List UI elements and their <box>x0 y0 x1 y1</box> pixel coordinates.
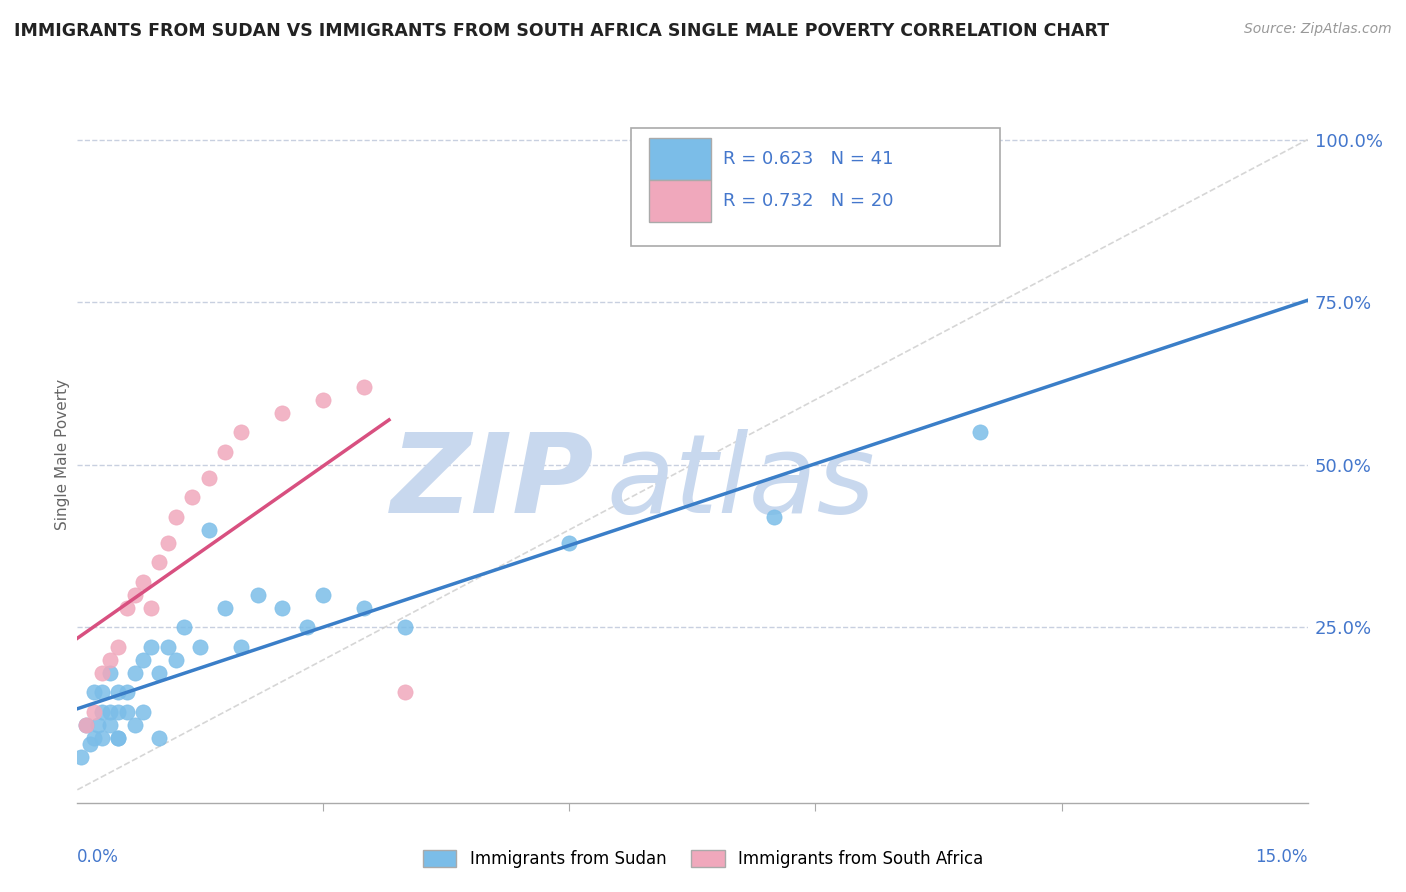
Point <box>246 588 269 602</box>
Point <box>83 705 105 719</box>
Legend: Immigrants from Sudan, Immigrants from South Africa: Immigrants from Sudan, Immigrants from S… <box>416 843 990 875</box>
Point <box>79 737 101 751</box>
Point <box>107 705 129 719</box>
Point <box>214 444 236 458</box>
Point <box>132 574 155 589</box>
Point <box>295 620 318 634</box>
FancyBboxPatch shape <box>631 128 1000 246</box>
Text: IMMIGRANTS FROM SUDAN VS IMMIGRANTS FROM SOUTH AFRICA SINGLE MALE POVERTY CORREL: IMMIGRANTS FROM SUDAN VS IMMIGRANTS FROM… <box>14 22 1109 40</box>
Point <box>165 653 187 667</box>
Point <box>271 406 294 420</box>
Text: Source: ZipAtlas.com: Source: ZipAtlas.com <box>1244 22 1392 37</box>
Point <box>141 600 163 615</box>
Point <box>271 600 294 615</box>
Point <box>107 731 129 745</box>
Point <box>353 379 375 393</box>
Point <box>141 640 163 654</box>
Point <box>98 653 121 667</box>
Point <box>132 705 155 719</box>
Point <box>197 471 219 485</box>
Point <box>763 509 786 524</box>
Point <box>558 535 581 549</box>
Point <box>90 705 114 719</box>
Point <box>90 685 114 699</box>
Point <box>394 620 416 634</box>
Text: 0.0%: 0.0% <box>77 848 120 866</box>
Point <box>197 523 219 537</box>
Point <box>124 718 146 732</box>
Point <box>969 425 991 439</box>
Point <box>148 555 170 569</box>
Point <box>148 665 170 680</box>
Point <box>75 718 97 732</box>
Point <box>107 731 129 745</box>
Point <box>394 685 416 699</box>
Text: R = 0.732   N = 20: R = 0.732 N = 20 <box>723 192 894 210</box>
Point <box>98 718 121 732</box>
Point <box>90 665 114 680</box>
Text: atlas: atlas <box>606 429 875 536</box>
Point <box>87 718 110 732</box>
Point <box>353 600 375 615</box>
Point <box>90 731 114 745</box>
Point <box>124 588 146 602</box>
FancyBboxPatch shape <box>650 138 711 180</box>
Point <box>214 600 236 615</box>
Point <box>83 731 105 745</box>
Point <box>231 640 253 654</box>
Point <box>107 640 129 654</box>
Text: R = 0.623   N = 41: R = 0.623 N = 41 <box>723 150 894 168</box>
Text: 15.0%: 15.0% <box>1256 848 1308 866</box>
Point <box>98 665 121 680</box>
Point <box>115 600 138 615</box>
Y-axis label: Single Male Poverty: Single Male Poverty <box>55 379 70 531</box>
Point <box>312 392 335 407</box>
Point <box>75 718 97 732</box>
Point <box>107 685 129 699</box>
Point <box>188 640 212 654</box>
Point <box>165 509 187 524</box>
Point <box>115 705 138 719</box>
Point <box>173 620 195 634</box>
Point <box>156 535 179 549</box>
Point <box>181 490 204 504</box>
Point <box>148 731 170 745</box>
Text: ZIP: ZIP <box>391 429 595 536</box>
Point <box>156 640 179 654</box>
FancyBboxPatch shape <box>650 180 711 222</box>
Point <box>83 685 105 699</box>
Point <box>98 705 121 719</box>
Point <box>132 653 155 667</box>
Point <box>231 425 253 439</box>
Point <box>312 588 335 602</box>
Point <box>115 685 138 699</box>
Point <box>124 665 146 680</box>
Point <box>70 750 93 764</box>
